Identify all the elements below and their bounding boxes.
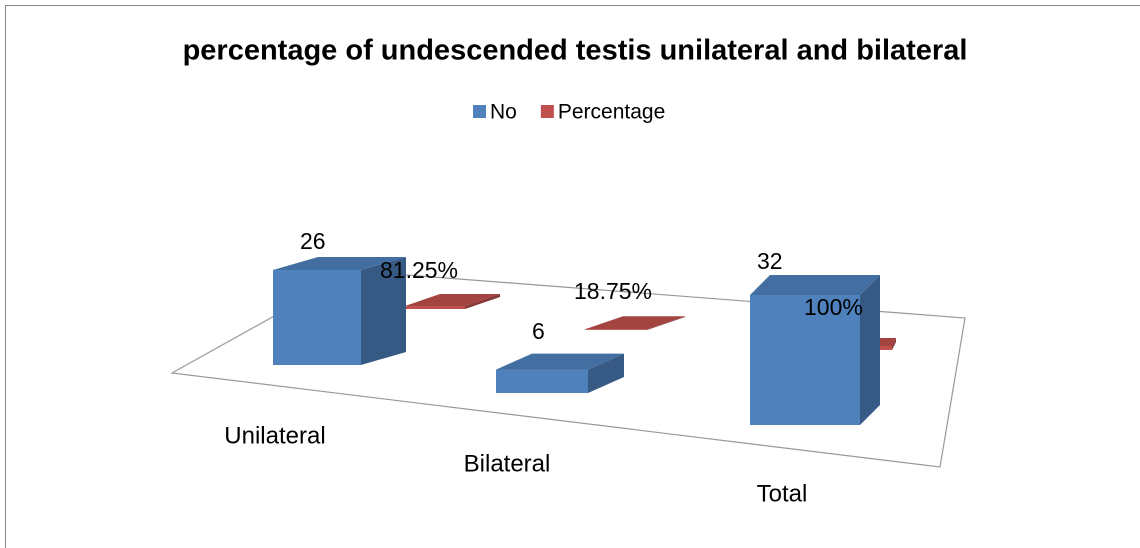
bar <box>273 256 406 365</box>
data-label: 32 <box>757 248 783 274</box>
chart-border <box>5 5 1140 548</box>
bar-top <box>585 316 685 330</box>
legend: No Percentage <box>473 101 665 124</box>
legend-swatch <box>473 105 486 118</box>
bar-side <box>647 316 685 330</box>
x-tick-label: Unilateral <box>224 422 325 449</box>
bar <box>750 275 880 425</box>
bar-side <box>892 337 896 350</box>
bar-side <box>465 294 500 309</box>
bar-side <box>588 353 624 393</box>
bar-top <box>750 275 880 295</box>
data-label: 81.25% <box>380 257 458 283</box>
bar <box>496 353 624 393</box>
bar-front <box>496 369 588 393</box>
bar-front <box>872 345 892 350</box>
x-tick-label: Bilateral <box>464 450 551 477</box>
data-label: 100% <box>804 294 863 320</box>
bars <box>273 256 896 425</box>
bar <box>405 294 500 309</box>
chart-title: percentage of undescended testis unilate… <box>183 35 968 67</box>
legend-label: Percentage <box>558 101 665 124</box>
bar-side <box>860 275 880 425</box>
bar-front <box>405 306 465 309</box>
bar-top <box>496 353 624 370</box>
bar-side <box>361 256 406 365</box>
x-tick-label: Total <box>757 480 808 507</box>
bar-front <box>273 269 361 365</box>
legend-swatch <box>540 105 554 118</box>
bar-front <box>750 295 860 425</box>
bar-top <box>273 256 406 270</box>
bar-top <box>405 294 500 307</box>
legend-label: No <box>490 101 517 124</box>
data-label: 26 <box>300 228 326 254</box>
data-label: 6 <box>532 318 545 344</box>
data-label: 18.75% <box>574 278 652 304</box>
bar <box>585 316 685 330</box>
bar-front <box>585 329 647 330</box>
